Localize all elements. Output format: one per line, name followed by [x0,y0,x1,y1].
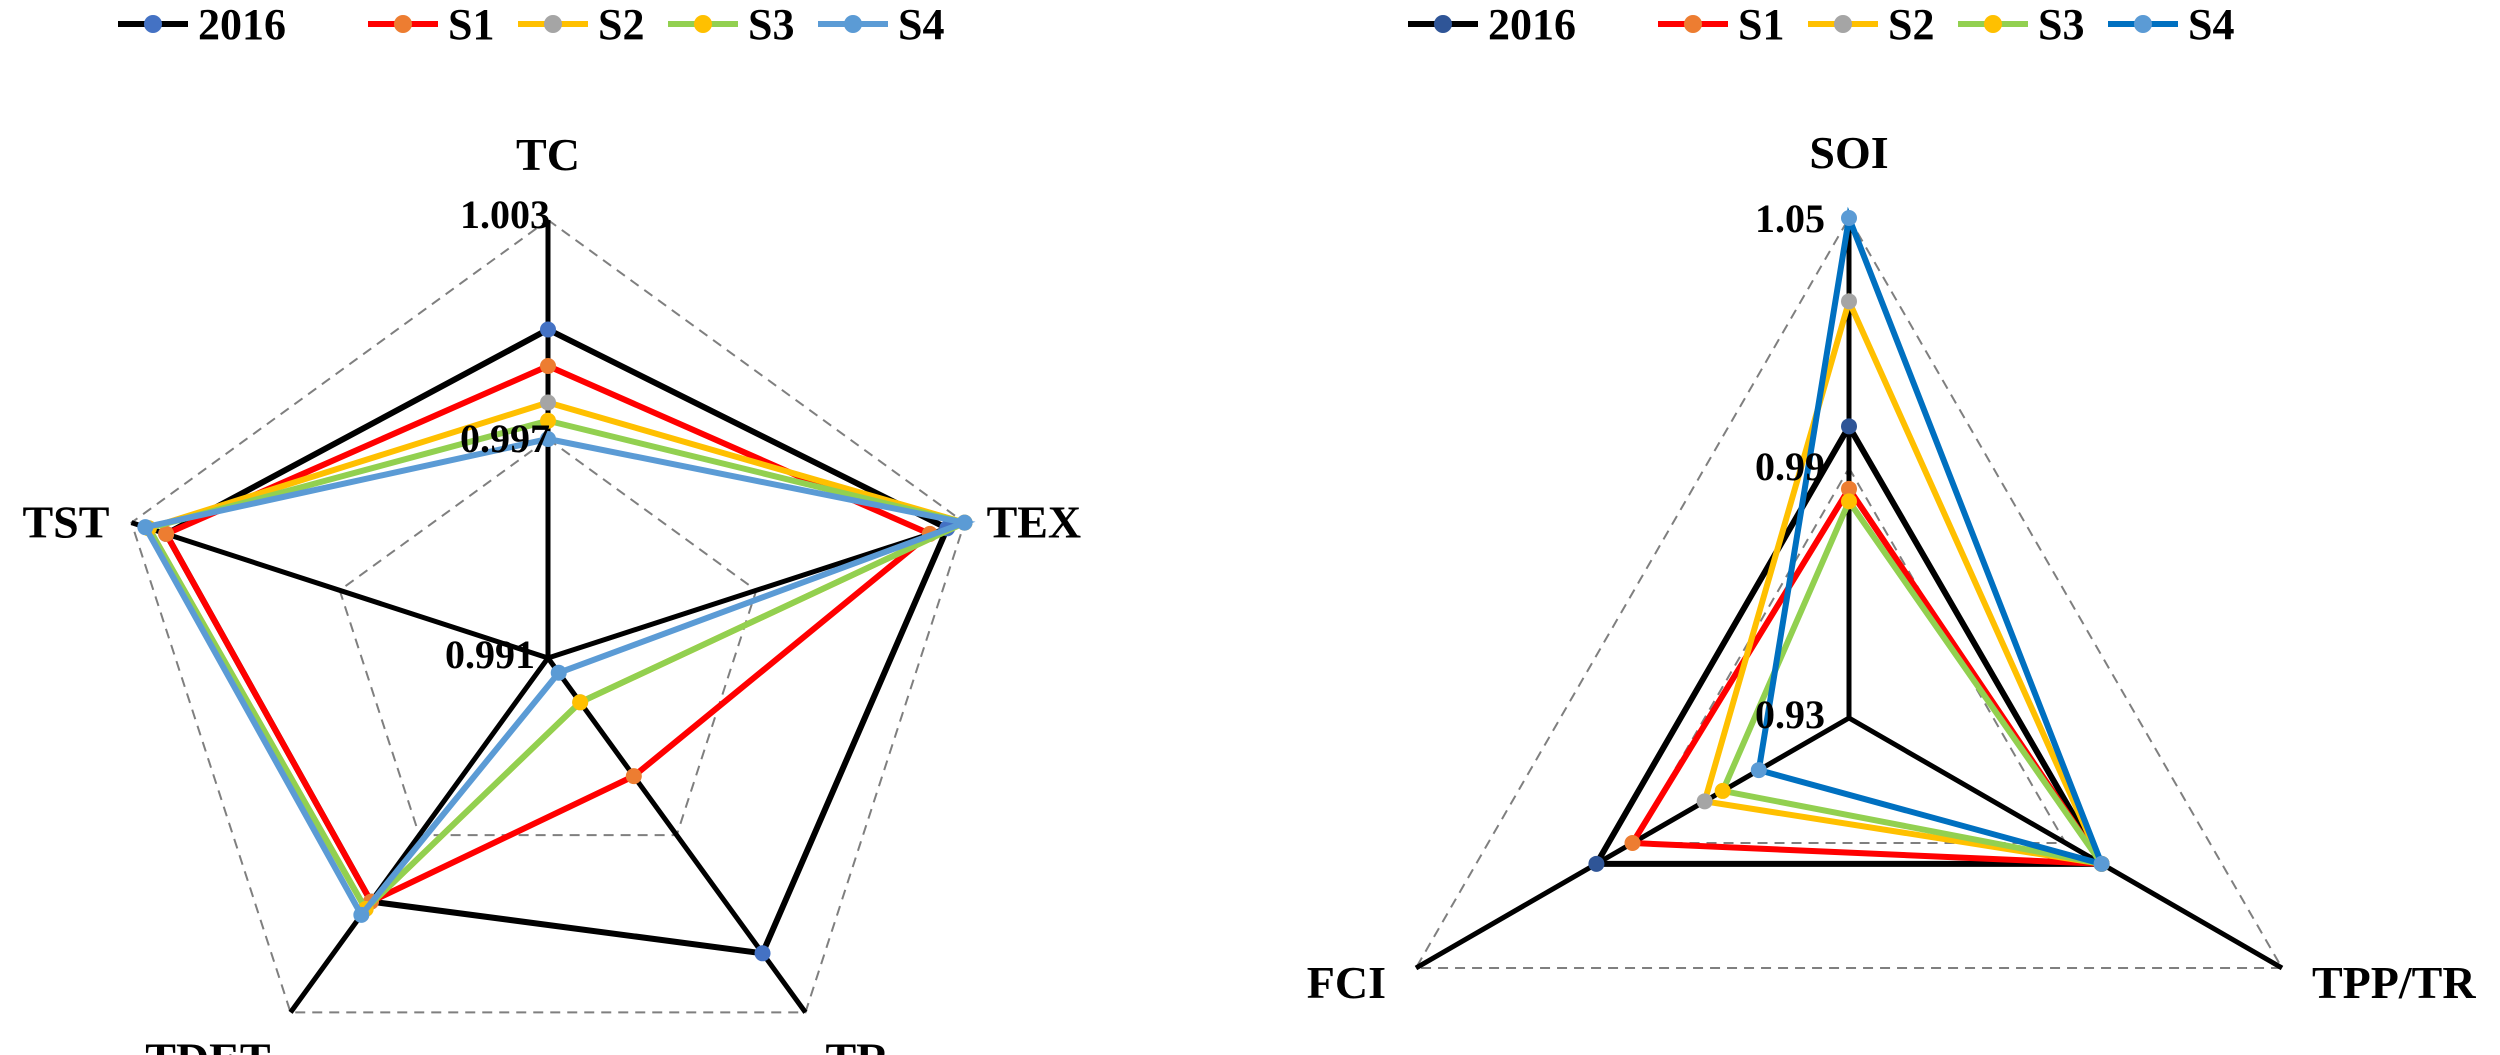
legend-marker-s1 [394,15,412,33]
gridline-ring-1 [338,437,758,837]
radar-chart-2: SOI TPP/TR FCI 1.05 0.99 0.93 2016 S1 S2 S3 S4 [1307,0,2477,1008]
legend-label-2016: 2016 [198,0,286,49]
tick-label-3: 0.991 [445,632,535,677]
data-point-s2-tc [540,394,556,411]
data-point-s2-fci [1696,793,1713,810]
data-point-2016-soi [1841,418,1857,435]
axis-spoke-tdet [288,656,551,1014]
axis-label-soi: SOI [1809,127,1888,178]
axis-spoke-tst [130,520,549,661]
data-point-s3-fci [1714,782,1731,799]
data-point-s4-fci [1750,762,1767,779]
legend-label-2016: 2016 [1488,0,1576,49]
data-point-2016-tc [540,321,556,338]
radar-chart-1: TC TEX TR TDET TST 1.003 0.997 0.991 2016 S1 S2 S3 S… [22,0,1081,1055]
legend-marker-2016 [1434,15,1452,33]
tick-label-2: 0.997 [460,416,550,461]
gridline-ring-2 [130,218,966,1014]
legend-marker-s3 [1984,15,2002,33]
axis-label-tc: TC [516,129,580,180]
data-point-s3-soi [1841,493,1857,510]
legend-2: 2016 S1 S2 S3 S4 [1408,0,2234,49]
data-point-s3-tr [572,694,589,711]
data-point-s1-tst [158,525,175,542]
data-point-2016-fci [1588,855,1605,872]
series-line-s2 [1700,292,2107,868]
data-point-s4-tdet [353,906,370,923]
data-point-s1-tr [625,768,642,785]
series-line-s4 [140,435,976,921]
legend-label-s1: S1 [1738,0,1784,49]
data-point-s1-fci [1624,835,1641,851]
legend-marker-s1 [1684,15,1702,33]
axis-label-tex: TEX [987,497,1082,548]
tick-label-1: 1.05 [1755,196,1825,241]
gridline-ring-2 [1414,215,2284,969]
data-point-2016-tr [754,945,771,962]
tick-label-1: 1.003 [460,192,550,237]
gridline-ring-1 [1630,465,2068,844]
data-point-s4-tex [956,514,973,531]
legend-1: 2016 S1 S2 S3 S4 [118,0,944,49]
legend-label-s3: S3 [748,0,794,49]
axis-label-tst: TST [22,497,109,548]
legend-label-s4: S4 [898,0,944,49]
data-point-s4-tpptr [2093,855,2110,872]
legend-label-s1: S1 [448,0,494,49]
legend-label-s2: S2 [1888,0,1934,49]
legend-marker-2016 [144,15,162,33]
tick-label-3: 0.93 [1755,692,1825,737]
data-point-s3-tc [540,412,556,429]
data-point-s2-soi [1841,293,1857,310]
legend-label-s4: S4 [2188,0,2234,49]
axis-label-tpptr: TPP/TR [2312,957,2476,1008]
axis-label-tr: TR [825,1033,890,1055]
axis-label-fci: FCI [1307,957,1386,1008]
axis-label-tdet: TDET [145,1033,270,1055]
series-line-s3 [1718,495,2109,869]
legend-marker-s3 [694,15,712,33]
legend-label-s3: S3 [2038,0,2084,49]
legend-label-s2: S2 [598,0,644,49]
data-point-s4-tr [550,664,567,681]
legend-marker-s4 [844,15,862,33]
data-point-s4-tc [540,431,556,447]
data-point-s1-tc [540,358,556,374]
legend-marker-s2 [544,15,562,33]
series-line-s4 [1755,206,2107,869]
axis-spoke-tpptr [1847,715,2284,971]
tick-label-2: 0.99 [1755,444,1825,489]
series-line-2016 [1591,420,2107,867]
legend-marker-s4 [2134,15,2152,33]
legend-marker-s2 [1834,15,1852,33]
data-point-s4-tst [137,519,154,536]
data-point-s4-soi [1841,210,1857,226]
data-point-s1-soi [1841,480,1857,497]
